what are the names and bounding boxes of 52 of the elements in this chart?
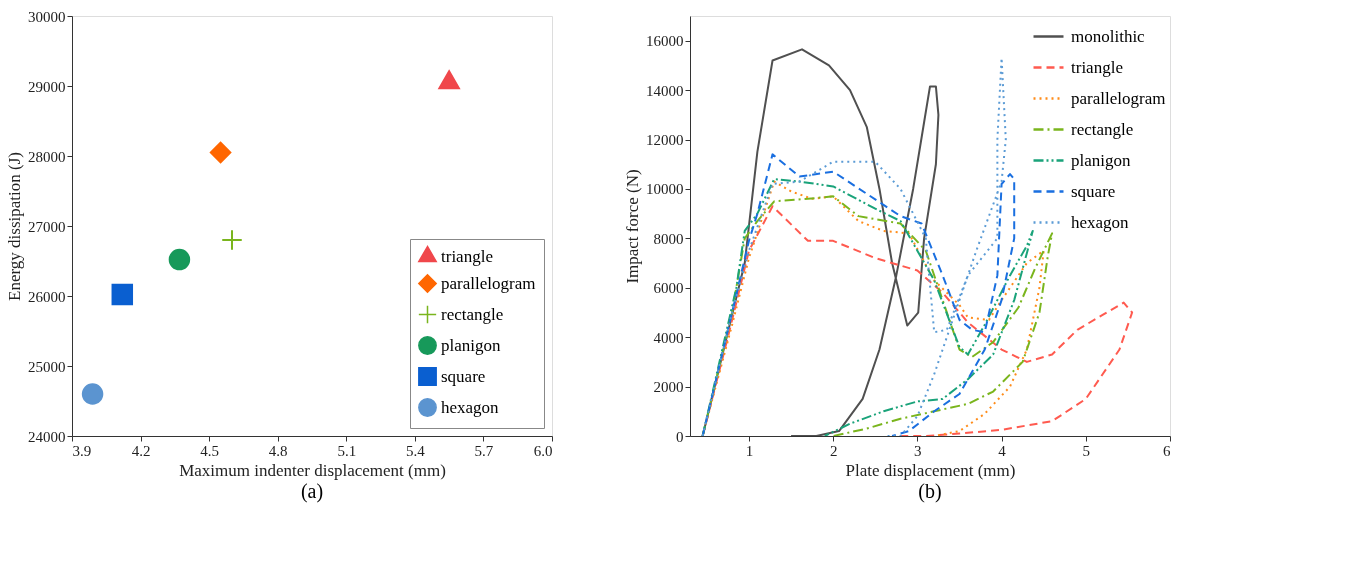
legend-label: square bbox=[441, 366, 486, 386]
legend-label: rectangle bbox=[1071, 119, 1134, 139]
y-tick-label: 12000 bbox=[646, 132, 684, 149]
line-series bbox=[701, 48, 940, 436]
x-tick-label: 4.5 bbox=[200, 442, 220, 459]
legend-label: triangle bbox=[1071, 57, 1123, 77]
y-tick-label: 25000 bbox=[28, 358, 66, 375]
x-tick-label: 1 bbox=[745, 442, 754, 459]
text: (b) bbox=[918, 480, 942, 503]
text: (a) bbox=[300, 480, 324, 503]
y-tick-label: 26000 bbox=[28, 288, 66, 305]
line-series bbox=[701, 57, 1007, 436]
y-tick-label: 28000 bbox=[28, 148, 66, 165]
y-tick-label: 24000 bbox=[28, 428, 66, 445]
y-tick-label: 27000 bbox=[28, 218, 66, 235]
y-tick-label: 2000 bbox=[653, 379, 684, 396]
y-tick-label: 4000 bbox=[653, 329, 684, 346]
legend-label: planigon bbox=[1071, 150, 1131, 170]
legend-label: square bbox=[1071, 181, 1116, 201]
line-series bbox=[701, 205, 1134, 436]
x-tick-label: 2 bbox=[829, 442, 838, 459]
x-tick-label: 3.9 bbox=[72, 442, 92, 459]
legend-label: rectangle bbox=[441, 304, 504, 324]
y-tick-label: 14000 bbox=[646, 82, 684, 99]
legend-label: triangle bbox=[441, 246, 493, 266]
x-tick-label: 3 bbox=[914, 442, 922, 459]
y-tick-label: 16000 bbox=[646, 33, 684, 50]
x-tick-label: 4 bbox=[998, 442, 1007, 459]
y-tick-label: 29000 bbox=[28, 78, 66, 95]
x-tick-label: 4.8 bbox=[268, 442, 288, 459]
x-tick-label: 5.1 bbox=[337, 442, 357, 459]
x-tick-label: 4.2 bbox=[131, 442, 151, 459]
x-tick-label: 5.4 bbox=[405, 442, 426, 459]
legend-label: monolithic bbox=[1071, 26, 1146, 46]
legend-label: hexagon bbox=[441, 397, 500, 417]
x-tick-label: 6 bbox=[1163, 442, 1171, 459]
legend-label: parallelogram bbox=[1071, 88, 1166, 108]
x-tick-label: 5.7 bbox=[474, 442, 494, 459]
legend-label: parallelogram bbox=[441, 273, 536, 293]
y-tick-label: 6000 bbox=[653, 280, 684, 297]
y-tick-label: 10000 bbox=[646, 181, 684, 198]
y-tick-label: 8000 bbox=[653, 230, 684, 247]
y-tick-label: 30000 bbox=[28, 8, 66, 25]
x-axis-title: Plate displacement (mm) bbox=[845, 460, 1016, 480]
legend-label: planigon bbox=[441, 335, 501, 355]
legend-label: hexagon bbox=[1071, 212, 1130, 232]
y-tick-label: 0 bbox=[676, 428, 684, 445]
x-tick-label: 5 bbox=[1082, 442, 1091, 459]
x-axis-title: Maximum indenter displacement (mm) bbox=[179, 460, 446, 480]
y-axis-title: Energy dissipation (J) bbox=[5, 152, 24, 301]
x-tick-label: 6.0 bbox=[533, 442, 553, 459]
y-axis-title: Impact force (N) bbox=[623, 169, 642, 284]
